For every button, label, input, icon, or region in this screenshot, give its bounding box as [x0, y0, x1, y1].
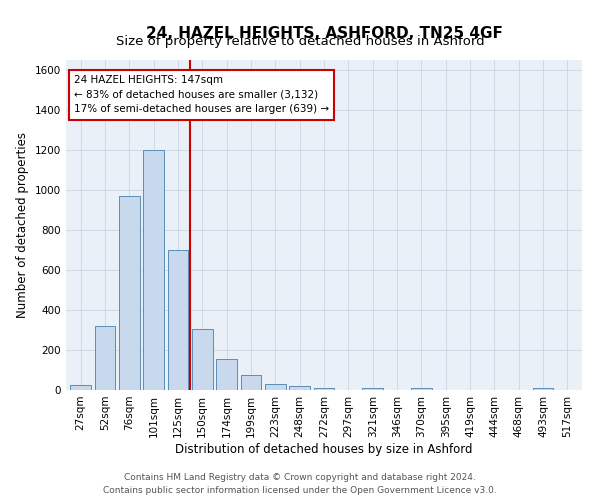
Bar — [143, 150, 164, 390]
Bar — [289, 386, 310, 390]
Bar — [265, 384, 286, 390]
Text: 24 HAZEL HEIGHTS: 147sqm
← 83% of detached houses are smaller (3,132)
17% of sem: 24 HAZEL HEIGHTS: 147sqm ← 83% of detach… — [74, 75, 329, 114]
Y-axis label: Number of detached properties: Number of detached properties — [16, 132, 29, 318]
Bar — [167, 250, 188, 390]
Bar — [70, 385, 91, 390]
Bar — [216, 359, 237, 390]
X-axis label: Distribution of detached houses by size in Ashford: Distribution of detached houses by size … — [175, 442, 473, 456]
Bar — [192, 329, 212, 390]
Title: 24, HAZEL HEIGHTS, ASHFORD, TN25 4GF: 24, HAZEL HEIGHTS, ASHFORD, TN25 4GF — [146, 26, 502, 41]
Bar — [362, 388, 383, 390]
Bar — [533, 388, 553, 390]
Bar — [95, 326, 115, 390]
Bar — [119, 196, 140, 390]
Text: Contains HM Land Registry data © Crown copyright and database right 2024.
Contai: Contains HM Land Registry data © Crown c… — [103, 474, 497, 495]
Text: Size of property relative to detached houses in Ashford: Size of property relative to detached ho… — [116, 35, 484, 48]
Bar — [241, 375, 262, 390]
Bar — [411, 388, 432, 390]
Bar — [314, 388, 334, 390]
